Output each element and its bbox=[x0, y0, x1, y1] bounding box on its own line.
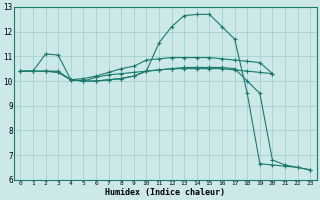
X-axis label: Humidex (Indice chaleur): Humidex (Indice chaleur) bbox=[105, 188, 225, 197]
